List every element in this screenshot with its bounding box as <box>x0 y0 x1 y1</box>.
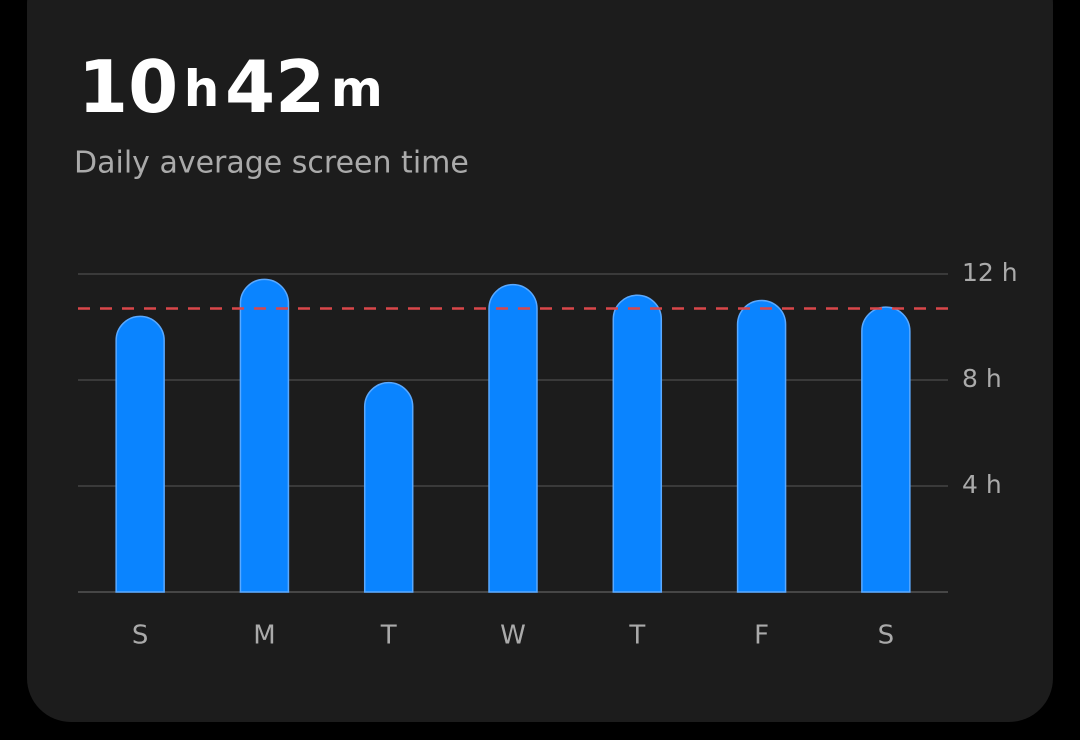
x-tick-label: W <box>500 621 526 651</box>
y-tick-label: 8 h <box>962 364 1002 393</box>
bar <box>239 278 290 593</box>
x-tick-label: T <box>380 621 397 651</box>
minutes-unit: m <box>331 60 383 118</box>
y-tick-label: 4 h <box>962 470 1002 499</box>
minutes: 42 <box>225 45 325 129</box>
hours: 10 <box>78 45 178 129</box>
subtitle: Daily average screen time <box>74 146 469 181</box>
bar <box>488 283 538 593</box>
bar <box>115 315 165 593</box>
bar <box>861 306 911 593</box>
bar <box>363 381 414 593</box>
x-tick-label: F <box>754 621 769 651</box>
bar <box>736 299 787 593</box>
y-tick-label: 12 h <box>962 258 1018 287</box>
hours-unit: h <box>184 60 220 118</box>
headline: 10 h 42 m <box>78 45 383 129</box>
x-tick-label: S <box>878 621 895 651</box>
bar <box>612 294 663 593</box>
x-tick-label: M <box>253 621 275 651</box>
x-tick-label: T <box>628 621 645 651</box>
x-tick-label: S <box>132 621 149 651</box>
